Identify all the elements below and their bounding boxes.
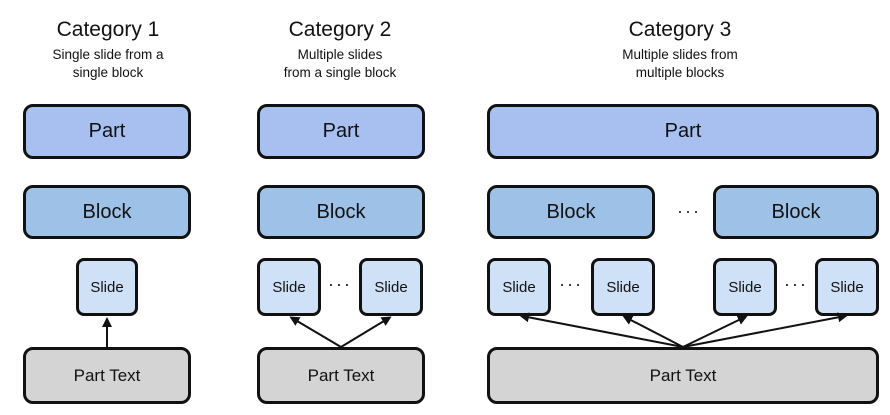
category-3-part-box: Part bbox=[487, 104, 879, 159]
category-3-arrow-3 bbox=[682, 315, 748, 348]
category-3-arrow-1 bbox=[519, 312, 684, 348]
category-2-part-box: Part bbox=[257, 104, 425, 159]
category-3-arrow-2 bbox=[622, 315, 684, 348]
category-2-subtitle-line1: Multiple slides bbox=[297, 47, 383, 63]
category-2-arrow-left bbox=[289, 316, 342, 348]
category-1-heading: Category 1 Single slide from a single bl… bbox=[8, 18, 208, 81]
category-3-slide-box-4: Slide bbox=[815, 258, 879, 316]
category-3-heading: Category 3 Multiple slides from multiple… bbox=[580, 18, 780, 81]
category-2-slide-box-right: Slide bbox=[359, 258, 423, 316]
category-1-subtitle-line2: single block bbox=[72, 64, 144, 80]
category-3-block-ellipsis: ··· bbox=[677, 201, 701, 221]
category-2-slide-box-left: Slide bbox=[257, 258, 321, 316]
category-2-ellipsis: ··· bbox=[328, 274, 352, 294]
category-3-subtitle-line2: multiple blocks bbox=[635, 64, 725, 80]
category-3-block-box-left: Block bbox=[487, 185, 655, 239]
category-2-heading: Category 2 Multiple slides from a single… bbox=[240, 18, 440, 81]
category-3-title: Category 3 bbox=[628, 18, 732, 41]
category-3-slide-ellipsis-right: ··· bbox=[784, 274, 808, 294]
category-2-subtitle-line2: from a single block bbox=[283, 64, 397, 80]
category-3-slide-ellipsis-left: ··· bbox=[559, 274, 583, 294]
category-2-title: Category 2 bbox=[288, 18, 392, 41]
category-3-slide-box-2: Slide bbox=[591, 258, 655, 316]
category-3-slide-box-3: Slide bbox=[713, 258, 777, 316]
category-2-part-text-box: Part Text bbox=[257, 347, 425, 404]
category-3-block-box-right: Block bbox=[713, 185, 879, 239]
category-1-part-box: Part bbox=[23, 104, 191, 159]
category-1-part-text-box: Part Text bbox=[23, 347, 191, 404]
category-2-arrow-right bbox=[340, 316, 392, 348]
category-1-title: Category 1 bbox=[56, 18, 160, 41]
category-3-slide-box-1: Slide bbox=[487, 258, 551, 316]
category-3-subtitle-line1: Multiple slides from bbox=[622, 47, 738, 63]
category-1-slide-box: Slide bbox=[76, 258, 138, 316]
category-3-arrow-4 bbox=[682, 312, 848, 348]
category-1-block-box: Block bbox=[23, 185, 191, 239]
category-1-subtitle-line1: Single slide from a bbox=[52, 47, 164, 63]
category-2-block-box: Block bbox=[257, 185, 425, 239]
category-3-part-text-box: Part Text bbox=[487, 347, 879, 404]
